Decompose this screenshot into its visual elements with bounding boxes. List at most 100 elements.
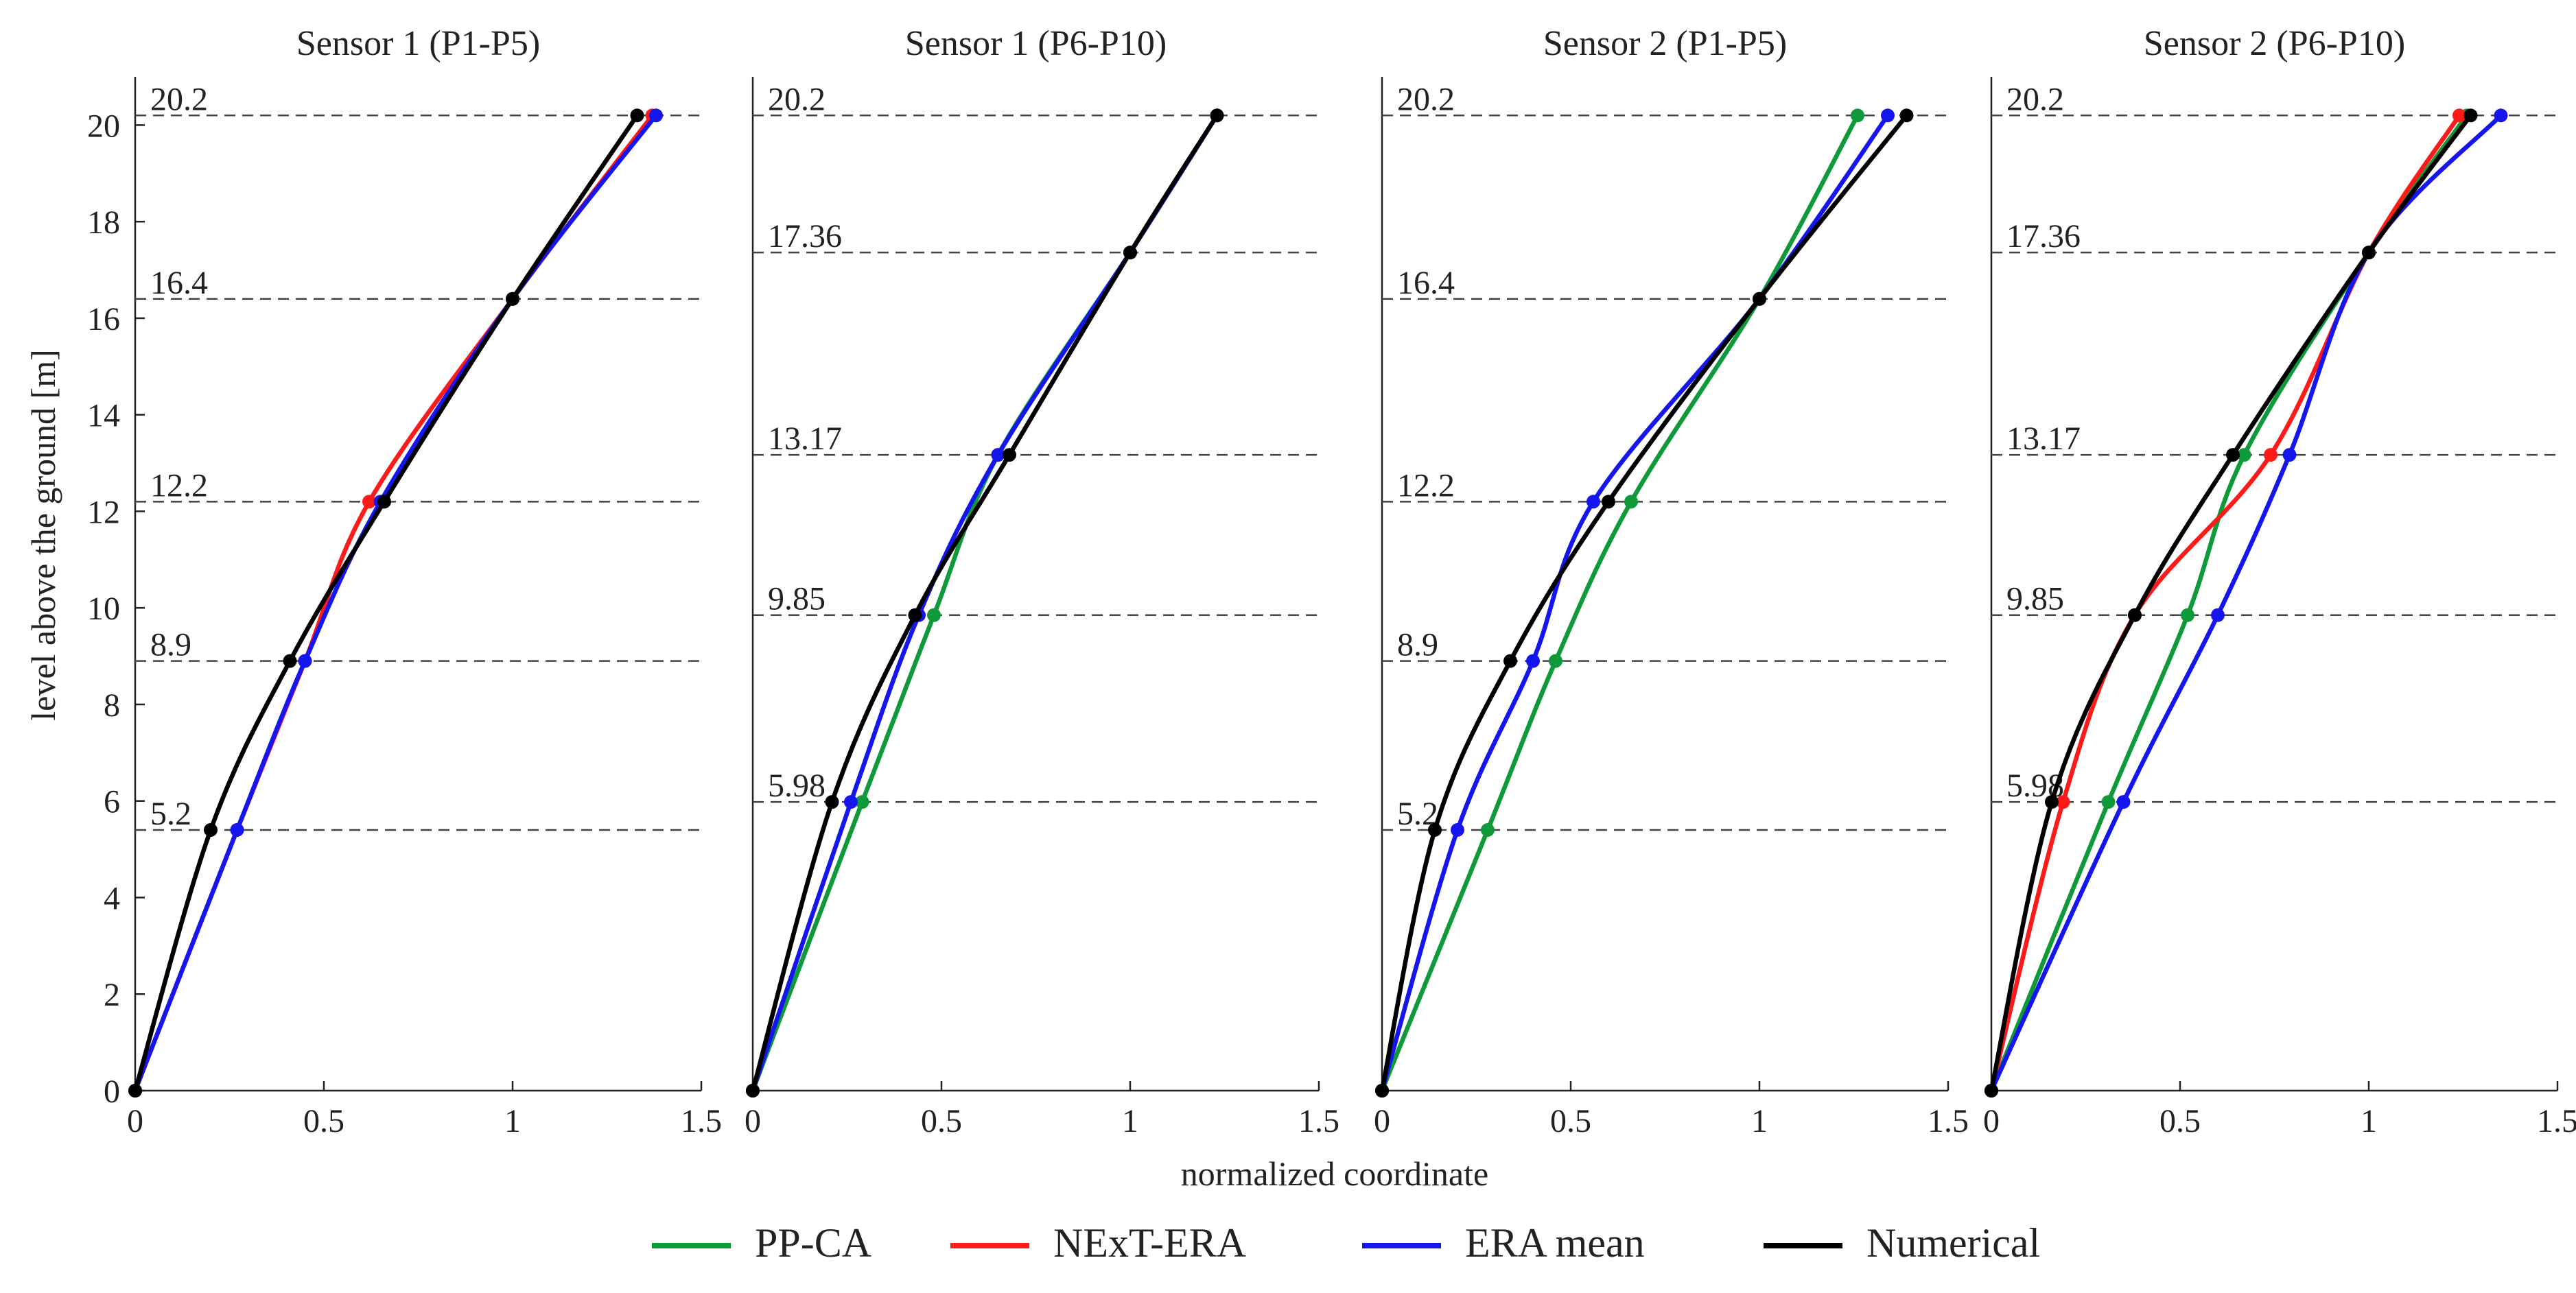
data-point [2101, 795, 2116, 809]
y-tick-label: 8 [104, 687, 120, 724]
data-point [1881, 108, 1895, 123]
data-point [1428, 822, 1442, 837]
data-point [1984, 1084, 1998, 1098]
panels: Sensor 1 (P1-P5)0 0.5 1 1.50246810121416182… [87, 24, 2576, 1139]
x-tick-label: 0.5 [921, 1103, 962, 1139]
series-line-numerical [1379, 113, 1909, 1093]
data-point [1624, 495, 1638, 509]
legend-label: PP-CA [755, 1220, 871, 1266]
legend-item: PP-CA [652, 1220, 871, 1266]
data-point [2494, 108, 2508, 123]
data-point [204, 822, 218, 837]
legend: PP-CA NExT-ERA ERA mean Numerical [652, 1220, 2040, 1266]
data-point [746, 1084, 760, 1098]
data-point [825, 795, 839, 809]
reference-level-label: 20.2 [150, 81, 208, 117]
panel-title: Sensor 2 (P6-P10) [2144, 24, 2405, 63]
data-point [283, 654, 297, 668]
x-tick-label: 0 [1374, 1103, 1390, 1139]
data-point [2181, 608, 2194, 622]
y-axis-label: level above the ground [m] [24, 349, 62, 720]
data-point [230, 822, 244, 837]
series-line-numerical [132, 113, 640, 1093]
series-line-era-mean [1989, 113, 2503, 1093]
data-point [2452, 108, 2466, 123]
y-tick-label: 14 [87, 398, 120, 434]
data-point [1503, 654, 1517, 668]
reference-level-label: 13.17 [768, 420, 842, 457]
panel-2: Sensor 1 (P6-P10) 0 0.5 1 1.5 20.2 17.36 13.17 9… [745, 24, 1339, 1139]
x-tick-label: 0.5 [303, 1103, 344, 1139]
data-point [991, 448, 1005, 462]
data-point [630, 108, 644, 123]
x-tick-label: 0 [745, 1103, 761, 1139]
legend-item: NExT-ERA [950, 1220, 1246, 1266]
reference-level-label: 20.2 [2006, 81, 2064, 117]
legend-label: Numerical [1866, 1220, 2040, 1266]
data-point [2237, 448, 2251, 462]
reference-level-label: 16.4 [150, 265, 208, 301]
x-tick-label: 1 [1751, 1103, 1768, 1139]
data-point [506, 292, 519, 306]
y-tick-label: 12 [87, 494, 120, 530]
data-point [2264, 448, 2278, 462]
data-point [1210, 108, 1224, 123]
x-tick-label: 1 [1122, 1103, 1138, 1139]
data-point [855, 795, 869, 809]
data-point [2116, 795, 2131, 809]
x-tick-label: 1 [504, 1103, 521, 1139]
data-point [927, 608, 941, 622]
y-tick-label: 2 [104, 977, 120, 1013]
x-tick-label: 0.5 [2159, 1103, 2201, 1139]
panel-3: Sensor 2 (P1-P5)0 0.5 1 1.520.216.412.28.95… [1374, 24, 1969, 1139]
reference-level-label: 20.2 [1397, 81, 1455, 117]
x-tick-label: 1.5 [2537, 1103, 2576, 1139]
data-point [908, 608, 922, 622]
reference-level-label: 16.4 [1397, 265, 1455, 301]
data-point [1451, 822, 1464, 837]
legend-label: ERA mean [1465, 1220, 1645, 1266]
series-line-era-mean [1379, 113, 1890, 1093]
data-point [2282, 448, 2297, 462]
data-point [2045, 795, 2059, 809]
reference-level-label: 8.9 [1397, 627, 1438, 663]
y-tick-label: 6 [104, 784, 120, 820]
panel-title: Sensor 1 (P1-P5) [296, 24, 540, 63]
panel-4: Sensor 2 (P6-P10) 0 0.5 1 1.5 20.2 17.36 13.17 9… [1983, 24, 2576, 1139]
data-point [1549, 654, 1562, 668]
data-point [2056, 795, 2070, 809]
data-point [1526, 654, 1540, 668]
series-line-next-era [132, 113, 655, 1093]
reference-level-label: 5.2 [150, 796, 191, 832]
reference-level-label: 8.9 [150, 627, 191, 663]
series-line-pp-ca [1379, 113, 1860, 1093]
x-tick-label: 0.5 [1550, 1103, 1591, 1139]
data-point [2128, 608, 2142, 622]
panel-title: Sensor 2 (P1-P5) [1543, 24, 1787, 63]
x-tick-label: 1.5 [1928, 1103, 1969, 1139]
y-tick-label: 0 [104, 1073, 120, 1110]
data-point [128, 1084, 142, 1098]
data-point [1123, 246, 1137, 260]
legend-label: NExT-ERA [1053, 1220, 1246, 1266]
panel-1: Sensor 1 (P1-P5) 0 0.5 1 1.5 0 2 4 6 8 10 12 14 16 18 2… [87, 24, 722, 1139]
data-point [1851, 108, 1864, 123]
data-point [1003, 448, 1016, 462]
reference-level-label: 20.2 [768, 81, 826, 117]
data-point [1602, 495, 1615, 509]
x-tick-label: 1 [2361, 1103, 2377, 1139]
data-point [844, 795, 858, 809]
reference-level-label: 9.85 [768, 581, 826, 617]
legend-item: ERA mean [1362, 1220, 1645, 1266]
data-point [377, 495, 391, 509]
y-tick-label: 10 [87, 591, 120, 627]
y-tick-label: 16 [87, 301, 120, 337]
data-point [2463, 108, 2478, 123]
y-tick-label: 20 [87, 108, 120, 144]
reference-level-label: 12.2 [150, 467, 208, 503]
series-line-era-mean [132, 113, 659, 1093]
y-tick-label: 18 [87, 204, 120, 241]
data-point [2226, 448, 2240, 462]
